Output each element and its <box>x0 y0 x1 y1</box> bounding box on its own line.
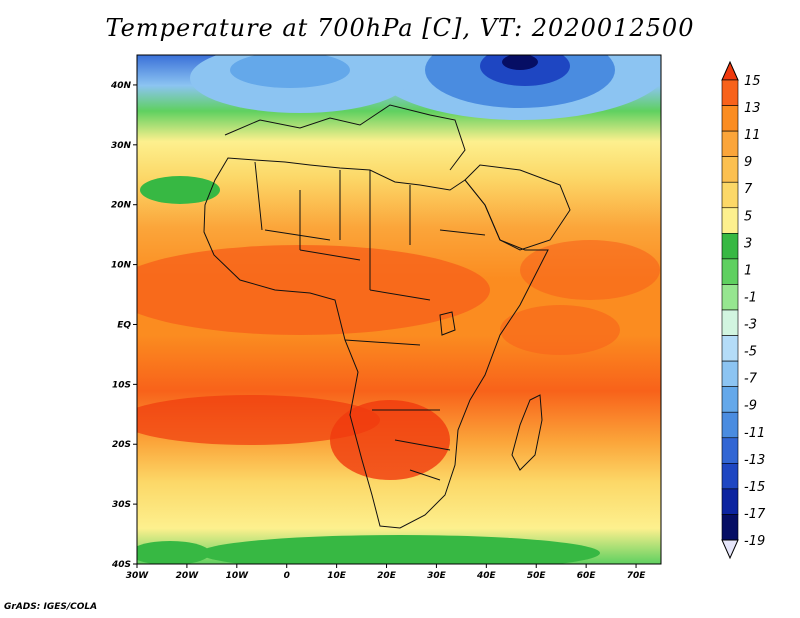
colorbar-segment <box>721 386 739 413</box>
x-tick-label: 30E <box>427 571 447 581</box>
colorbar-label: 1 <box>744 263 752 278</box>
lake-victoria <box>439 311 456 336</box>
colorbar-segment <box>721 309 739 336</box>
colorbar-segment <box>721 488 739 515</box>
y-tick-label: 40N <box>110 81 132 91</box>
colorbar-segment <box>721 360 739 387</box>
madagascar-outline <box>511 394 543 471</box>
colorbar-segment <box>721 130 739 157</box>
colorbar-segment <box>721 105 739 132</box>
arabia-outline <box>464 164 571 251</box>
colorbar-label: -9 <box>744 399 757 414</box>
colorbar-label: -17 <box>744 507 766 522</box>
colorbar-label: 9 <box>744 155 752 170</box>
x-tick-label: 50E <box>527 571 547 581</box>
colorbar-label: -1 <box>744 290 757 305</box>
colorbar-segment <box>721 514 739 541</box>
colorbar-label: -11 <box>744 426 765 441</box>
x-tick-label: 20E <box>377 571 397 581</box>
x-tick-label: 10E <box>327 571 347 581</box>
colorbar-label: 3 <box>744 236 752 251</box>
colorbar-segment <box>721 181 739 209</box>
y-tick-label: 10N <box>111 261 132 271</box>
colorbar-label: 11 <box>744 128 761 143</box>
y-tick-label: 30N <box>111 141 132 151</box>
y-tick-label: 10S <box>112 380 131 390</box>
x-tick-label: 40E <box>476 571 497 581</box>
temperature-field <box>137 55 661 564</box>
x-tick-label: 0 <box>284 571 290 581</box>
colorbar-segment <box>721 233 739 260</box>
colorbar-label: -15 <box>744 480 765 495</box>
colorbar-label: -13 <box>744 453 765 468</box>
x-tick-label: 20W <box>176 571 200 581</box>
colorbar-label: 7 <box>744 182 753 197</box>
y-tick-label: 40S <box>111 560 131 570</box>
mediterranean-coast <box>224 104 466 171</box>
colorbar-segment <box>721 411 739 439</box>
colorbar-segment <box>721 437 739 464</box>
colorbar-label: 5 <box>744 209 752 224</box>
y-tick-label: 30S <box>112 500 131 510</box>
colorbar-label: -19 <box>744 534 765 549</box>
credit-label: GrADS: IGES/COLA <box>4 602 98 612</box>
y-axis: 40N 30N 20N 10N EQ 10S 20S 30S 40S <box>110 81 137 570</box>
y-tick-label: 20N <box>111 201 132 211</box>
colorbar-segment <box>721 335 739 362</box>
colorbar-label: -5 <box>744 345 757 360</box>
colorbar-segment <box>721 79 739 106</box>
colorbar-label: 13 <box>744 101 761 116</box>
colorbar-bottom-arrow <box>721 539 739 560</box>
map-frame <box>136 54 662 565</box>
colorbar-segment <box>721 463 739 490</box>
x-tick-label: 10W <box>226 571 250 581</box>
map-title: Temperature at 700hPa [C], VT: 202001250… <box>105 14 695 42</box>
x-tick-label: 70E <box>627 571 647 581</box>
africa-coastline <box>203 157 549 529</box>
x-axis: 30W 20W 10W 0 10E 20E 30E 40E 50E 60E 70E <box>126 564 646 581</box>
colorbar: 15 13 11 9 7 5 3 1 -1 -3 -5 -7 -9 -11 -13 -15 -17 -19 <box>721 60 766 560</box>
country-borders <box>254 161 486 481</box>
colorbar-label: -3 <box>744 318 757 333</box>
colorbar-segment <box>721 156 739 183</box>
x-tick-label: 30W <box>126 571 150 581</box>
colorbar-label: 15 <box>744 74 761 89</box>
colorbar-segment <box>721 207 739 234</box>
y-tick-label: 20S <box>112 440 131 450</box>
country-outlines <box>203 104 571 529</box>
colorbar-segment <box>721 258 739 285</box>
colorbar-segment <box>721 284 739 311</box>
y-tick-label: EQ <box>117 320 131 330</box>
x-tick-label: 60E <box>577 571 597 581</box>
colorbar-top-arrow <box>721 60 739 81</box>
colorbar-label: -7 <box>744 372 758 387</box>
